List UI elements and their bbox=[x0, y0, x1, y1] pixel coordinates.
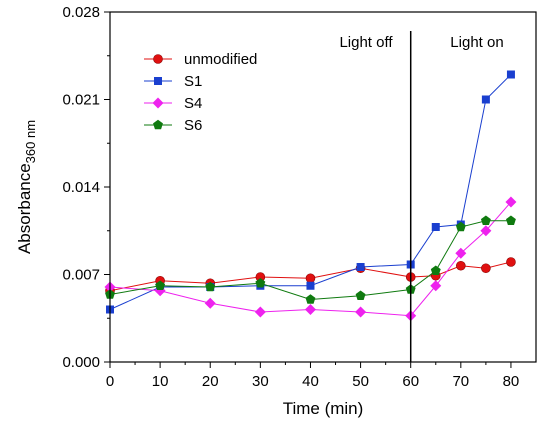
series-s6 bbox=[105, 215, 516, 304]
data-point bbox=[455, 247, 467, 259]
data-point bbox=[430, 280, 442, 292]
data-point bbox=[254, 306, 266, 318]
data-point bbox=[155, 280, 166, 290]
data-point bbox=[480, 215, 491, 225]
data-point bbox=[305, 294, 316, 304]
light-off-label: Light off bbox=[339, 34, 393, 51]
data-point bbox=[205, 281, 216, 292]
x-tick-label: 60 bbox=[402, 373, 419, 390]
data-point bbox=[306, 281, 315, 290]
data-point bbox=[481, 95, 490, 104]
y-tick-label: 0.021 bbox=[62, 92, 100, 109]
legend-item: S1 bbox=[144, 73, 202, 90]
data-point bbox=[255, 278, 266, 288]
data-point bbox=[431, 223, 440, 231]
data-point bbox=[505, 196, 517, 208]
data-point bbox=[480, 225, 492, 237]
x-tick-label: 40 bbox=[302, 373, 319, 390]
x-tick-label: 70 bbox=[452, 373, 469, 390]
x-tick-label: 10 bbox=[152, 373, 169, 390]
data-point bbox=[481, 263, 491, 274]
plot-frame bbox=[109, 11, 537, 363]
legend-label: unmodified bbox=[184, 51, 257, 68]
x-tick-label: 20 bbox=[202, 373, 219, 390]
light-on-label: Light on bbox=[450, 34, 503, 51]
legend: unmodified S1 S4 S6 bbox=[144, 51, 257, 134]
data-point bbox=[506, 70, 515, 79]
x-tick-label: 30 bbox=[252, 373, 269, 390]
data-point bbox=[304, 304, 316, 315]
plot-marks bbox=[104, 70, 517, 322]
legend-marker bbox=[154, 77, 162, 85]
legend-label: S4 bbox=[184, 95, 202, 112]
legend-marker bbox=[153, 54, 163, 64]
x-tick-label: 50 bbox=[352, 373, 369, 390]
data-point bbox=[355, 290, 366, 300]
legend-marker bbox=[153, 119, 163, 130]
data-point bbox=[455, 221, 466, 232]
data-point bbox=[305, 273, 316, 284]
y-axis: 0.000 0.007 0.014 0.021 0.028 bbox=[62, 4, 110, 371]
data-point bbox=[506, 257, 516, 267]
y-tick-label: 0.000 bbox=[62, 354, 100, 371]
series-s4 bbox=[104, 196, 517, 322]
y-tick-label: 0.007 bbox=[62, 267, 100, 284]
x-tick-label: 80 bbox=[503, 373, 520, 390]
legend-marker bbox=[152, 97, 164, 109]
data-point bbox=[430, 265, 441, 275]
x-axis: 0 10 20 30 40 50 60 70 80 bbox=[106, 362, 519, 390]
legend-label: S1 bbox=[184, 73, 202, 90]
x-tick-label: 0 bbox=[106, 373, 114, 390]
legend-item: unmodified bbox=[144, 51, 257, 68]
data-point bbox=[456, 260, 466, 271]
data-point bbox=[355, 306, 367, 318]
y-axis-title-subscript: 360 nm bbox=[23, 120, 38, 163]
y-axis-title-main: Absorbance bbox=[15, 163, 34, 254]
legend-label: S6 bbox=[184, 117, 202, 134]
data-point bbox=[506, 215, 516, 225]
y-axis-title: Absorbance360 nm bbox=[15, 120, 38, 254]
data-point bbox=[204, 297, 216, 309]
data-point bbox=[356, 263, 365, 271]
legend-item: S4 bbox=[144, 95, 202, 112]
legend-item: S6 bbox=[144, 117, 202, 134]
y-tick-label: 0.014 bbox=[62, 179, 100, 196]
y-tick-label: 0.028 bbox=[62, 4, 100, 21]
x-axis-title: Time (min) bbox=[283, 399, 364, 418]
